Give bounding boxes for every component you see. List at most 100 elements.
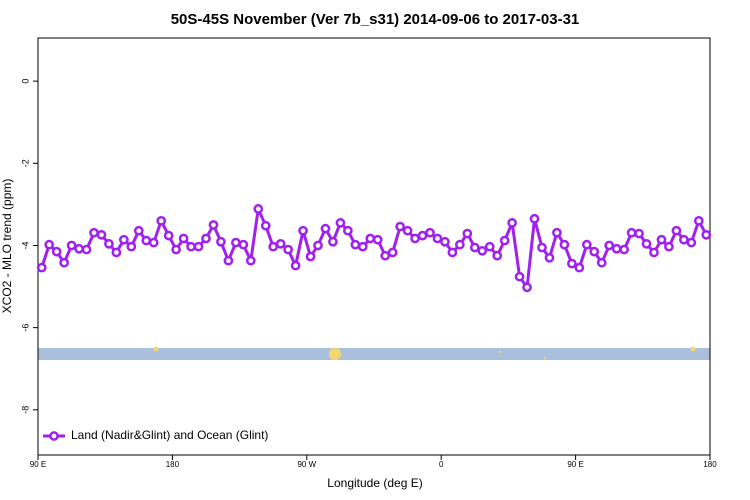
- data-point: [656, 234, 667, 245]
- data-point: [604, 240, 615, 251]
- data-point: [552, 227, 562, 238]
- data-point: [171, 244, 181, 255]
- y-axis-label: XCO2 - MLO trend (ppm): [0, 179, 14, 314]
- data-point: [469, 242, 480, 253]
- data-point: [201, 233, 211, 244]
- data-point: [514, 271, 525, 282]
- data-point: [611, 243, 622, 254]
- ocean-band: [38, 348, 710, 360]
- data-point: [260, 220, 271, 231]
- data-point: [410, 233, 420, 244]
- y-tick-label: -6: [20, 324, 30, 332]
- data-point: [74, 243, 84, 254]
- data-point: [477, 245, 488, 256]
- data-point: [59, 257, 69, 268]
- legend-marker: [49, 431, 59, 441]
- data-point: [163, 230, 174, 241]
- data-point: [596, 257, 607, 268]
- data-point: [693, 215, 704, 226]
- y-tick-label: -4: [20, 241, 30, 249]
- x-tick-label: 90 E: [567, 460, 583, 469]
- data-point: [455, 239, 465, 250]
- data-point: [89, 227, 99, 238]
- legend-label: Land (Nadir&Glint) and Ocean (Glint): [71, 428, 268, 442]
- data-point: [507, 218, 517, 228]
- data-point: [208, 220, 219, 230]
- data-point: [268, 241, 279, 252]
- x-tick-label: 90 E: [30, 460, 46, 469]
- data-point: [328, 236, 338, 247]
- data-point: [567, 258, 577, 269]
- data-point: [36, 262, 47, 273]
- land-dot: [690, 346, 696, 352]
- data-point: [357, 241, 368, 252]
- data-point: [679, 234, 689, 245]
- data-point: [186, 241, 196, 252]
- data-point: [313, 240, 323, 251]
- data-point: [44, 239, 55, 250]
- land-dot: [498, 350, 502, 354]
- data-point: [559, 239, 570, 250]
- data-point: [425, 227, 435, 238]
- data-point: [395, 221, 405, 232]
- data-point: [619, 244, 629, 255]
- data-point: [305, 251, 316, 262]
- land-dot: [543, 356, 547, 360]
- data-point: [492, 250, 503, 261]
- data-point: [104, 238, 114, 249]
- data-point: [417, 230, 428, 241]
- data-point: [283, 244, 293, 255]
- plot-frame: [37, 37, 711, 456]
- data-point: [350, 239, 361, 250]
- data-point: [686, 237, 697, 248]
- data-point: [664, 241, 674, 252]
- y-tick-label: -8: [20, 406, 30, 414]
- data-point: [372, 234, 383, 245]
- data-point: [275, 238, 286, 249]
- data-point: [581, 239, 592, 250]
- data-point: [231, 237, 241, 248]
- y-tick-label: 0: [20, 79, 30, 84]
- data-point: [238, 239, 249, 250]
- data-point: [641, 238, 652, 249]
- data-point: [141, 235, 152, 246]
- x-tick-label: 180: [703, 460, 717, 469]
- data-point: [484, 241, 495, 252]
- data-point: [701, 229, 712, 240]
- data-point: [216, 236, 226, 247]
- x-tick-label: 0: [439, 460, 444, 469]
- data-point: [290, 260, 301, 271]
- data-point: [96, 229, 107, 240]
- data-point: [133, 225, 144, 236]
- data-point: [126, 241, 137, 252]
- data-point: [529, 213, 540, 224]
- chart-title: 50S-45S November (Ver 7b_s31) 2014-09-06…: [171, 11, 580, 28]
- x-axis-label: Longitude (deg E): [327, 476, 422, 490]
- data-point: [537, 242, 547, 253]
- data-point: [178, 233, 189, 244]
- y-tick-label: -2: [20, 159, 30, 167]
- data-point: [320, 223, 331, 234]
- data-point: [626, 227, 637, 238]
- data-point: [387, 247, 398, 258]
- data-point: [574, 262, 585, 273]
- data-point: [66, 240, 77, 251]
- data-point: [119, 234, 129, 245]
- x-tick-label: 90 W: [297, 460, 316, 469]
- data-point: [81, 244, 92, 255]
- data-point: [343, 225, 353, 236]
- data-point: [544, 252, 555, 263]
- data-point: [193, 241, 204, 252]
- data-point: [253, 204, 264, 214]
- data-point: [522, 282, 532, 293]
- data-point: [380, 250, 391, 261]
- data-point: [447, 247, 458, 258]
- data-point: [402, 225, 413, 236]
- data-point: [432, 233, 443, 244]
- data-point: [649, 247, 659, 258]
- data-point: [634, 228, 644, 239]
- data-point: [156, 215, 167, 226]
- data-point: [245, 255, 256, 266]
